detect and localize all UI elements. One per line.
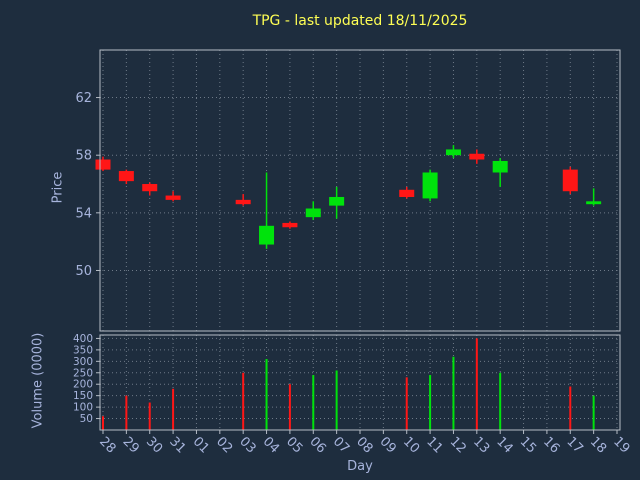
candle-body (562, 169, 578, 192)
day-tick-label: 29 (120, 434, 142, 456)
day-tick-label: 31 (166, 434, 188, 456)
volume-tick-label: 250 (73, 367, 93, 379)
candle-body (142, 184, 158, 192)
volume-tick-label: 350 (73, 344, 93, 356)
day-tick-label: 06 (306, 434, 328, 456)
volume-tick-label: 300 (73, 356, 93, 368)
candle-body (165, 195, 181, 200)
candle-body (469, 153, 485, 160)
day-tick-label: 13 (470, 434, 492, 456)
day-tick-label: 15 (517, 434, 539, 456)
day-tick-label: 01 (190, 434, 212, 456)
day-tick-label: 28 (96, 434, 118, 456)
day-tick-label: 18 (587, 434, 609, 456)
day-tick-label: 02 (213, 434, 235, 456)
price-tick-label: 62 (75, 91, 92, 106)
candle-body (422, 172, 438, 199)
candle-body (118, 171, 134, 182)
day-tick-label: 12 (447, 434, 469, 456)
volume-tick-label: 400 (73, 333, 93, 345)
plot-background (100, 335, 620, 430)
day-tick-label: 16 (540, 434, 562, 456)
volume-tick-label: 100 (73, 402, 93, 414)
candle-body (95, 159, 111, 170)
chart-title: TPG - last updated 18/11/2025 (252, 13, 468, 29)
price-tick-label: 58 (75, 149, 92, 164)
day-tick-label: 14 (493, 434, 515, 456)
volume-tick-label: 200 (73, 379, 93, 391)
candle-body (329, 196, 345, 206)
day-tick-label: 09 (377, 434, 399, 456)
day-tick-label: 04 (260, 434, 282, 456)
price-tick-label: 50 (75, 264, 92, 279)
candle-body (235, 199, 251, 205)
day-tick-label: 07 (330, 434, 352, 456)
day-axis-label: Day (347, 459, 373, 474)
axis-spine (99, 49, 621, 332)
candle-body (445, 149, 461, 156)
candle-body (586, 201, 602, 205)
day-tick-label: 19 (610, 434, 632, 456)
volume-tick-label: 150 (73, 390, 93, 402)
day-tick-label: 05 (283, 434, 305, 456)
volume-tick-label: 50 (80, 413, 93, 425)
day-tick-label: 03 (236, 434, 258, 456)
day-tick-label: 30 (143, 434, 165, 456)
candle-body (399, 189, 415, 197)
day-tick-label: 08 (353, 434, 375, 456)
day-tick-label: 10 (400, 434, 422, 456)
price-tick-label: 54 (75, 206, 92, 221)
candle-body (259, 225, 275, 245)
candle-body (282, 222, 298, 228)
candle-body (492, 160, 508, 173)
day-tick-label: 11 (423, 434, 445, 456)
candle-body (305, 208, 321, 218)
day-tick-label: 17 (563, 434, 585, 456)
